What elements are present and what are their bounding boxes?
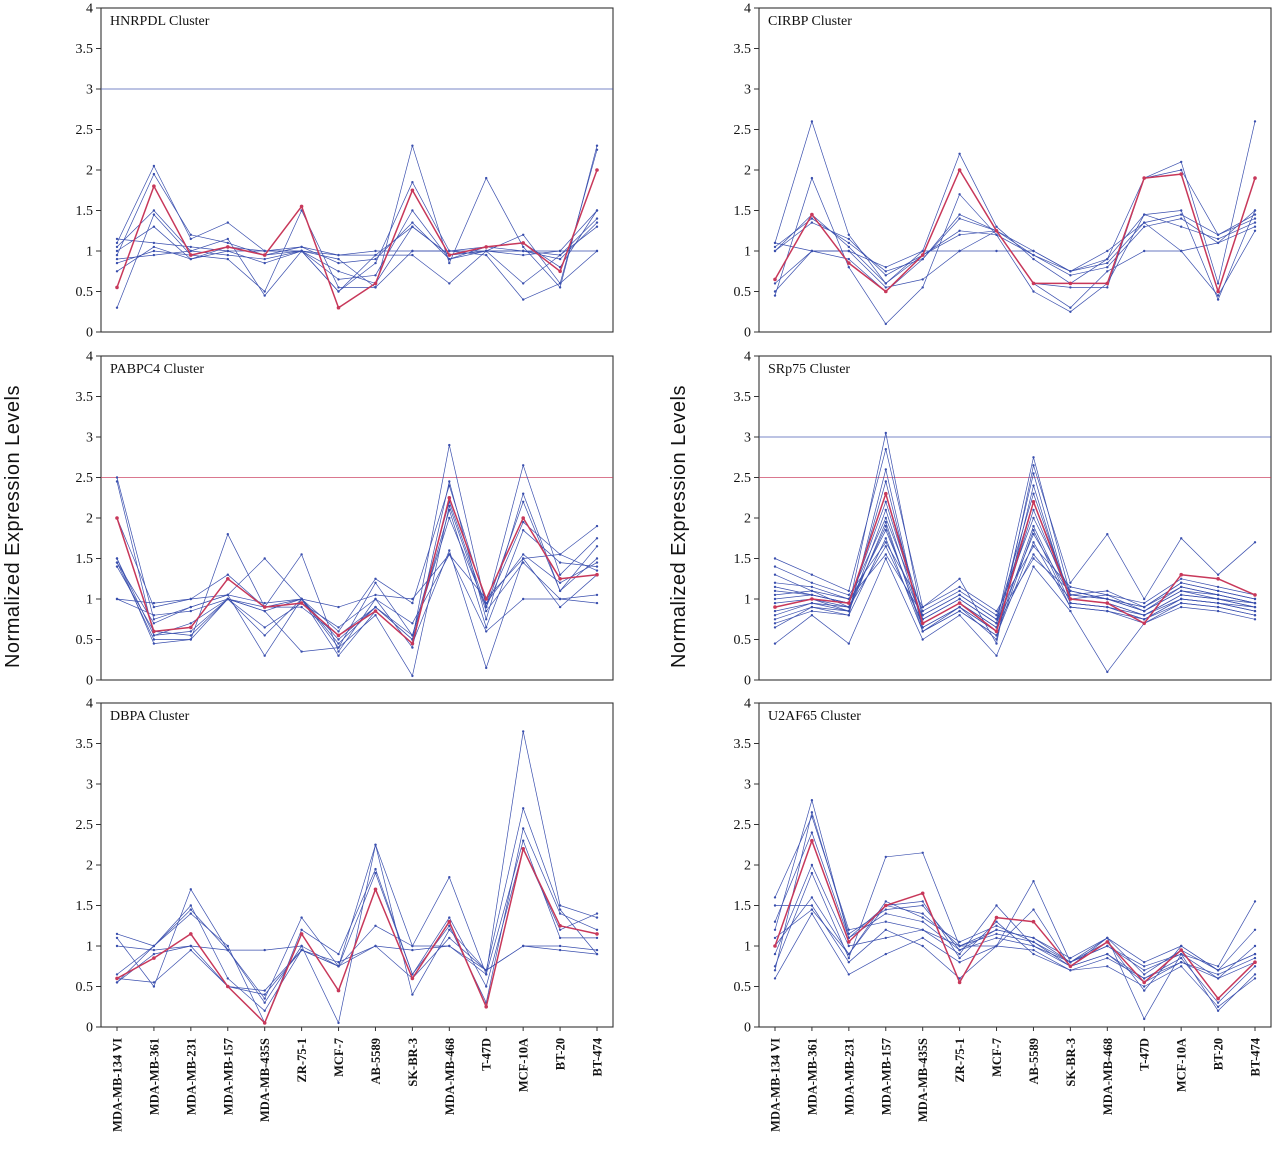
svg-text:MDA-MB-361: MDA-MB-361 [147, 1038, 161, 1115]
svg-text:MDA-MB-468: MDA-MB-468 [1101, 1038, 1115, 1115]
svg-text:2: 2 [86, 164, 93, 179]
chart-cirbp-cluster: 0 0.5 1 1.5 2 2.5 3 3.5 4 CIRBP Cluster [734, 2, 1272, 340]
svg-text:1.5: 1.5 [76, 552, 94, 567]
svg-text:ZR-75-1: ZR-75-1 [295, 1038, 309, 1082]
svg-text:1: 1 [744, 593, 751, 608]
svg-text:2: 2 [744, 512, 751, 527]
svg-text:3.5: 3.5 [734, 390, 752, 405]
svg-text:3.5: 3.5 [76, 42, 94, 57]
svg-text:MDA-MB-435S: MDA-MB-435S [258, 1038, 272, 1122]
svg-text:3.5: 3.5 [76, 737, 94, 752]
y-axis-label-left: Normalized Expression Levels [2, 385, 24, 669]
svg-text:0: 0 [744, 674, 751, 688]
svg-text:1.5: 1.5 [734, 552, 752, 567]
svg-text:0: 0 [86, 1021, 93, 1036]
chart-u2af65-cluster: 0 0.5 1 1.5 2 2.5 3 3.5 4 U2AF65 Cluster MDA-MB-13… [734, 697, 1272, 1132]
svg-text:SRp75 Cluster: SRp75 Cluster [768, 362, 850, 377]
svg-text:SK-BR-3: SK-BR-3 [406, 1038, 420, 1087]
svg-text:1.5: 1.5 [734, 204, 752, 219]
svg-text:MDA-MB-231: MDA-MB-231 [184, 1038, 198, 1115]
svg-text:2: 2 [744, 164, 751, 179]
svg-text:1: 1 [86, 245, 93, 260]
svg-text:1.5: 1.5 [76, 899, 94, 914]
svg-text:0.5: 0.5 [734, 980, 752, 995]
svg-text:0.5: 0.5 [76, 285, 94, 300]
chart-srp75-cluster: 0 0.5 1 1.5 2 2.5 3 3.5 4 SRp75 Cluster [734, 350, 1272, 688]
svg-text:3: 3 [86, 83, 93, 98]
svg-text:4: 4 [86, 350, 93, 365]
svg-text:2.5: 2.5 [76, 123, 94, 138]
svg-text:MDA-MB-468: MDA-MB-468 [443, 1038, 457, 1115]
svg-text:MDA-MB-157: MDA-MB-157 [221, 1038, 235, 1115]
svg-text:2.5: 2.5 [734, 471, 752, 486]
svg-text:1: 1 [86, 940, 93, 955]
svg-text:4: 4 [86, 697, 93, 712]
svg-text:CIRBP Cluster: CIRBP Cluster [768, 14, 852, 29]
svg-text:AB-5589: AB-5589 [1027, 1038, 1041, 1085]
svg-text:3.5: 3.5 [734, 737, 752, 752]
svg-text:3.5: 3.5 [734, 42, 752, 57]
svg-text:3: 3 [86, 431, 93, 446]
svg-text:MCF-10A: MCF-10A [517, 1038, 531, 1092]
svg-text:4: 4 [744, 697, 751, 712]
svg-text:DBPA Cluster: DBPA Cluster [110, 709, 190, 724]
svg-text:0: 0 [86, 326, 93, 340]
svg-text:3: 3 [744, 778, 751, 793]
svg-text:4: 4 [744, 350, 751, 365]
chart-pabpc4-cluster: 0 0.5 1 1.5 2 2.5 3 3.5 4 PABPC4 Cluster [76, 350, 614, 688]
svg-text:MDA-MB-435S: MDA-MB-435S [916, 1038, 930, 1122]
svg-text:2.5: 2.5 [76, 471, 94, 486]
svg-text:BT-20: BT-20 [1212, 1038, 1226, 1070]
svg-text:MDA-MB-134 VI: MDA-MB-134 VI [769, 1038, 783, 1132]
svg-text:1: 1 [86, 593, 93, 608]
svg-text:0: 0 [86, 674, 93, 688]
svg-text:3: 3 [86, 778, 93, 793]
svg-text:SK-BR-3: SK-BR-3 [1064, 1038, 1078, 1087]
svg-text:1.5: 1.5 [76, 204, 94, 219]
svg-text:PABPC4 Cluster: PABPC4 Cluster [110, 362, 204, 377]
y-axis-label-right: Normalized Expression Levels [668, 385, 690, 669]
svg-text:2: 2 [744, 859, 751, 874]
svg-text:0.5: 0.5 [76, 633, 94, 648]
svg-text:2.5: 2.5 [734, 123, 752, 138]
svg-text:3: 3 [744, 431, 751, 446]
svg-text:2: 2 [86, 512, 93, 527]
svg-text:U2AF65 Cluster: U2AF65 Cluster [768, 709, 861, 724]
svg-text:1.5: 1.5 [734, 899, 752, 914]
svg-text:MCF-7: MCF-7 [332, 1038, 346, 1077]
svg-text:BT-20: BT-20 [554, 1038, 568, 1070]
svg-text:MDA-MB-157: MDA-MB-157 [879, 1038, 893, 1115]
chart-hnrpdl-cluster: 0 0.5 1 1.5 2 2.5 3 3.5 4 HNRPDL Cluster [76, 2, 614, 340]
svg-text:MCF-7: MCF-7 [990, 1038, 1004, 1077]
svg-text:4: 4 [86, 2, 93, 17]
chart-dbpa-cluster: 0 0.5 1 1.5 2 2.5 3 3.5 4 DBPA Cluster MDA-MB-134 … [76, 697, 614, 1132]
svg-text:4: 4 [744, 2, 751, 17]
svg-text:AB-5589: AB-5589 [369, 1038, 383, 1085]
svg-text:0.5: 0.5 [76, 980, 94, 995]
svg-text:HNRPDL Cluster: HNRPDL Cluster [110, 14, 210, 29]
svg-text:MDA-MB-134 VI: MDA-MB-134 VI [111, 1038, 125, 1132]
svg-text:1: 1 [744, 245, 751, 260]
svg-text:0.5: 0.5 [734, 285, 752, 300]
svg-text:MCF-10A: MCF-10A [1175, 1038, 1189, 1092]
svg-text:2.5: 2.5 [76, 818, 94, 833]
svg-text:T-47D: T-47D [480, 1038, 494, 1071]
svg-text:0: 0 [744, 326, 751, 340]
svg-text:MDA-MB-361: MDA-MB-361 [805, 1038, 819, 1115]
svg-text:2: 2 [86, 859, 93, 874]
svg-text:0.5: 0.5 [734, 633, 752, 648]
svg-text:2.5: 2.5 [734, 818, 752, 833]
svg-text:1: 1 [744, 940, 751, 955]
svg-text:MDA-MB-231: MDA-MB-231 [842, 1038, 856, 1115]
svg-text:BT-474: BT-474 [591, 1037, 605, 1076]
svg-text:ZR-75-1: ZR-75-1 [953, 1038, 967, 1082]
svg-text:0: 0 [744, 1021, 751, 1036]
svg-text:BT-474: BT-474 [1249, 1037, 1263, 1076]
svg-text:3.5: 3.5 [76, 390, 94, 405]
svg-text:T-47D: T-47D [1138, 1038, 1152, 1071]
svg-text:3: 3 [744, 83, 751, 98]
